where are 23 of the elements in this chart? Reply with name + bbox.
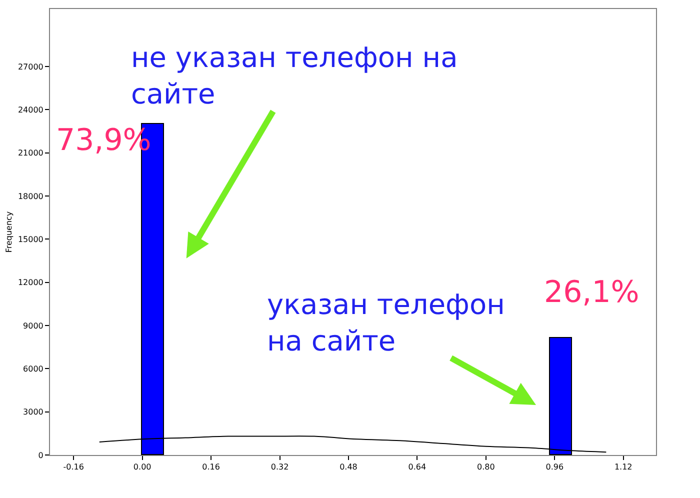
y-tick-label: 18000	[18, 192, 44, 201]
x-tick-label: 0.48	[340, 462, 358, 472]
x-tick-label: 1.12	[614, 462, 632, 472]
y-tick-label: 9000	[23, 321, 44, 330]
x-tick-label: 0.32	[270, 462, 289, 472]
x-tick-label: 0.64	[408, 462, 426, 472]
x-tick-label: -0.16	[63, 462, 84, 472]
y-tick-label: 12000	[18, 278, 44, 288]
y-tick-label: 27000	[18, 62, 44, 72]
x-tick-label: 0.00	[133, 462, 152, 472]
annotation: указан телефон на сайте	[267, 288, 505, 358]
x-tick-label: 0.16	[202, 462, 220, 472]
y-tick-label: 24000	[18, 106, 44, 115]
y-tick-label: 15000	[18, 234, 44, 244]
annotation: 26,1%	[544, 275, 640, 310]
y-tick-label: 21000	[18, 148, 44, 158]
y-tick-label: 0	[38, 450, 44, 460]
y-tick-label: 6000	[23, 364, 44, 374]
x-tick-label: 0.80	[477, 462, 495, 472]
y-tick-label: 3000	[23, 408, 44, 417]
x-tick-label: 0.96	[546, 462, 564, 472]
annotation: не указан телефон на сайте	[131, 41, 458, 110]
y-axis-title: Frequency	[4, 211, 14, 253]
